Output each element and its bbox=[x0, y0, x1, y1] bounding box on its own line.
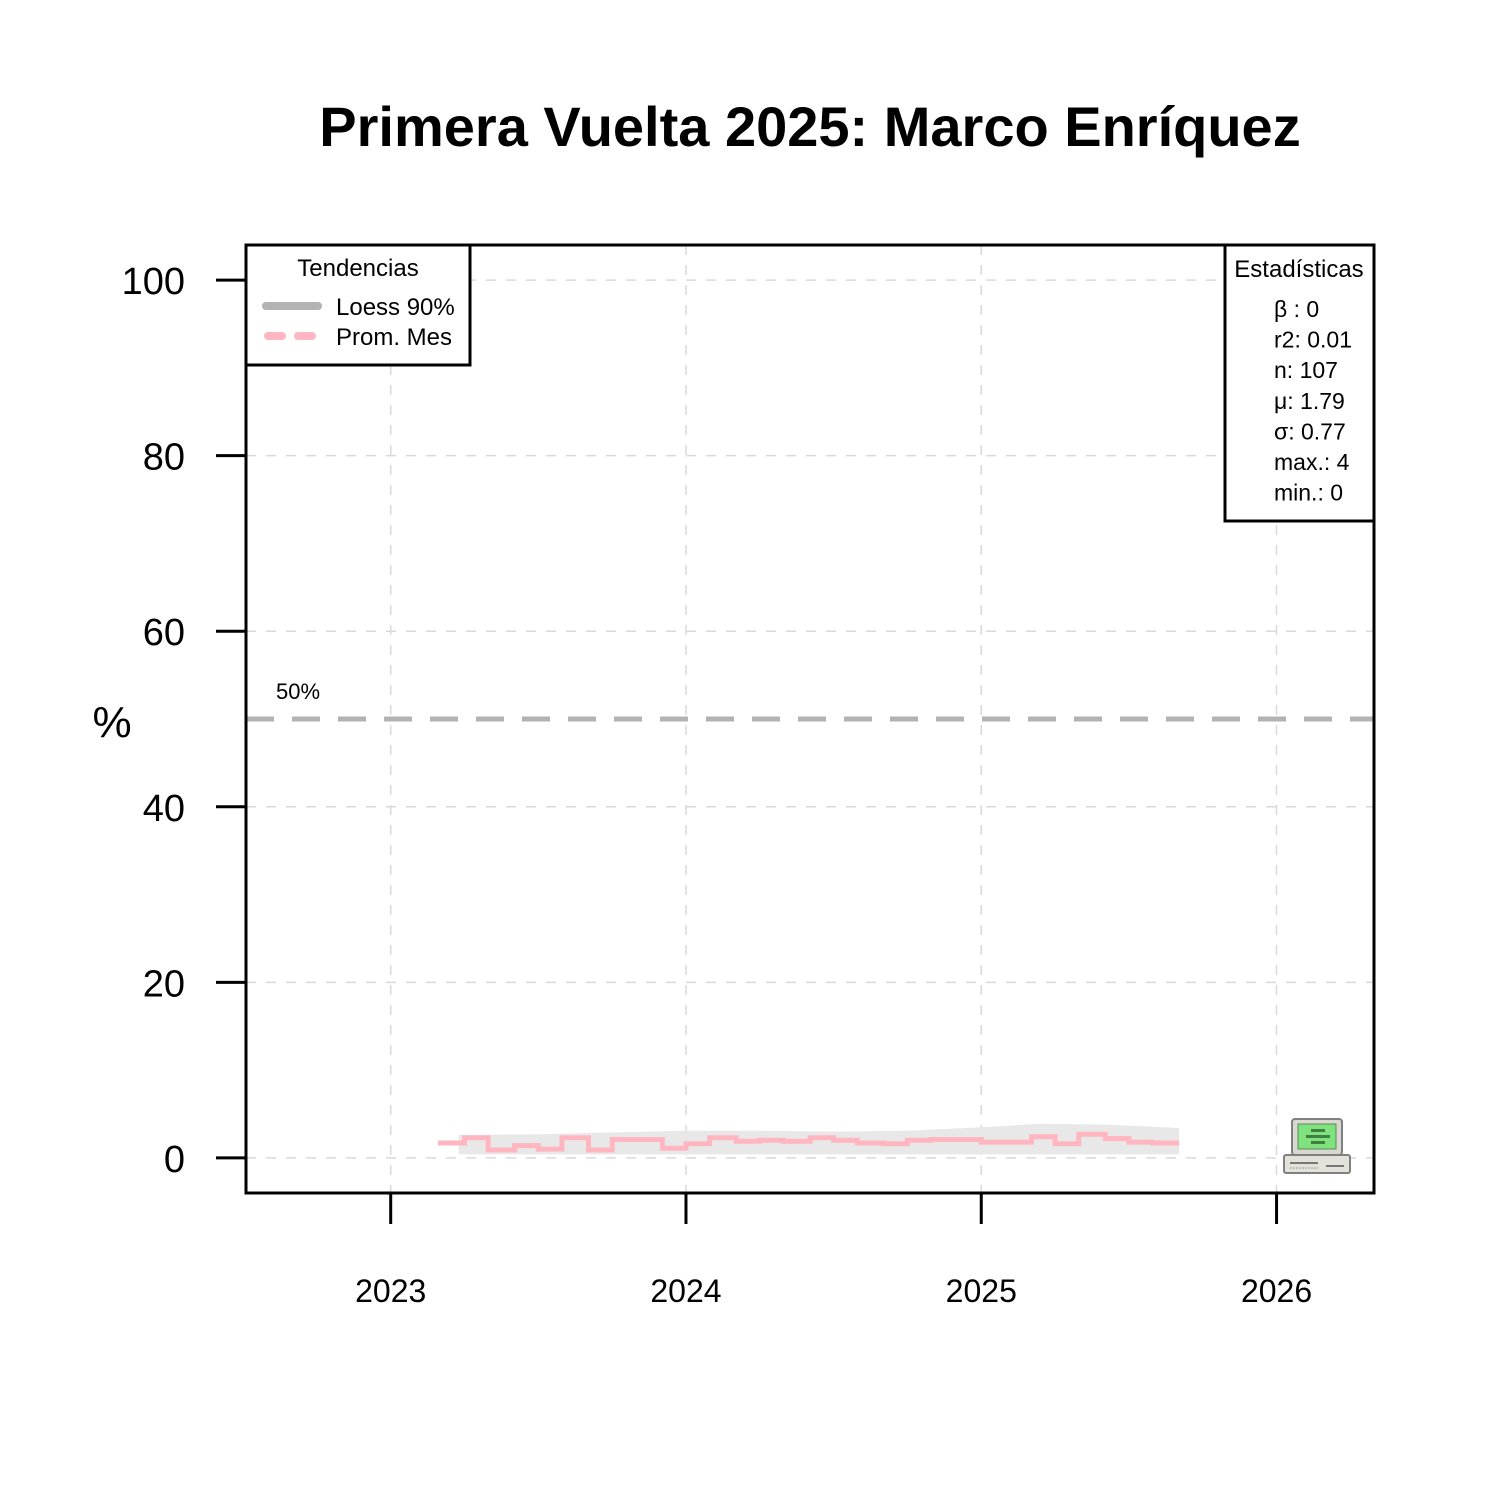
chart-title: Primera Vuelta 2025: Marco Enríquez bbox=[319, 95, 1300, 158]
legend-title: Tendencias bbox=[297, 255, 418, 282]
x-tick-label: 2023 bbox=[355, 1273, 426, 1309]
plot-area-border bbox=[244, 243, 1376, 1195]
reference-line-label: 50% bbox=[276, 679, 320, 704]
series-layer bbox=[437, 1131, 1180, 1153]
stats-box-frame bbox=[1223, 243, 1376, 523]
series-prom-mes-line bbox=[437, 1131, 1180, 1153]
legend: Tendencias Loess 90% Prom. Mes bbox=[244, 243, 472, 367]
stats-line: n: 107 bbox=[1274, 357, 1338, 383]
stats-line: μ: 1.79 bbox=[1274, 388, 1345, 414]
axes: 0 20 40 60 80 100 2023 2024 2025 2026 bbox=[122, 261, 1313, 1309]
reference-layer: 50% bbox=[246, 679, 1374, 722]
x-tick-label: 2026 bbox=[1241, 1273, 1312, 1309]
stats-line: β : 0 bbox=[1274, 296, 1319, 322]
y-tick-label: 20 bbox=[143, 963, 185, 1005]
stats-box: Estadísticas β : 0 r2: 0.01 n: 107 μ: 1.79 σ… bbox=[1223, 243, 1376, 523]
x-tick-label: 2024 bbox=[650, 1273, 721, 1309]
legend-label-prom-mes: Prom. Mes bbox=[336, 324, 452, 351]
stats-lines: β : 0 r2: 0.01 n: 107 μ: 1.79 σ: 0.77 max.: 4… bbox=[1274, 296, 1352, 506]
y-tick-label: 80 bbox=[143, 437, 185, 479]
y-tick-label: 100 bbox=[122, 261, 185, 303]
y-tick-label: 40 bbox=[143, 788, 185, 830]
y-tick-label: 60 bbox=[143, 612, 185, 654]
stats-line: min.: 0 bbox=[1274, 480, 1343, 506]
stats-line: max.: 4 bbox=[1274, 449, 1350, 475]
legend-label-loess: Loess 90% bbox=[336, 294, 455, 321]
computer-icon bbox=[1283, 1118, 1351, 1174]
y-tick-label: 0 bbox=[164, 1139, 185, 1181]
x-tick-label: 2025 bbox=[946, 1273, 1017, 1309]
y-axis-label: % bbox=[92, 698, 131, 747]
stats-line: σ: 0.77 bbox=[1274, 418, 1346, 444]
stats-line: r2: 0.01 bbox=[1274, 327, 1352, 353]
stats-title: Estadísticas bbox=[1234, 256, 1363, 283]
